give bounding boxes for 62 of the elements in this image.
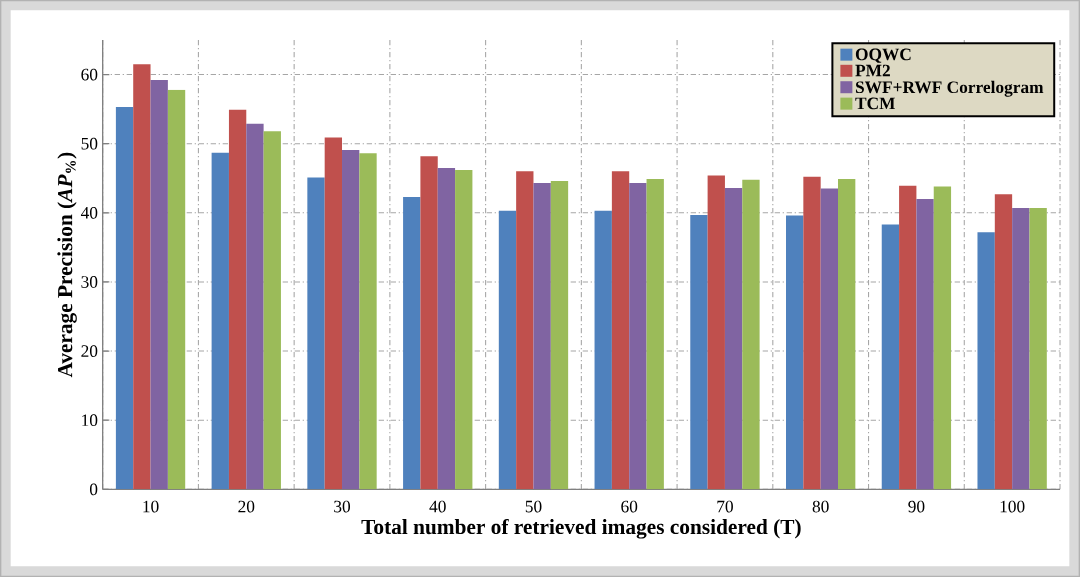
x-tick-label: 40 [429, 500, 446, 513]
bar [629, 183, 647, 490]
bar [167, 89, 186, 490]
bar [994, 194, 1013, 490]
x-tick-label: 20 [238, 500, 255, 513]
legend-label: TCM [855, 97, 895, 110]
bar [263, 131, 281, 490]
y-tick-label: 10 [82, 414, 98, 427]
bar [916, 198, 934, 490]
x-tick-label: 90 [908, 500, 925, 513]
bar [498, 210, 517, 490]
y-tick-label: 40 [80, 206, 98, 219]
y-tick-label: 20 [81, 345, 98, 357]
bar [533, 183, 551, 490]
bar [611, 171, 630, 490]
bar [820, 188, 839, 490]
legend-label: OQWC [855, 48, 911, 63]
y-tick-label: 30 [81, 276, 98, 288]
x-tick-label: 50 [525, 500, 542, 513]
bar [707, 175, 725, 490]
bar [359, 153, 377, 490]
bar [342, 149, 360, 490]
legend-label: SWF+RWF Correlogram [855, 80, 1044, 97]
bar [899, 185, 917, 490]
bar [838, 178, 856, 490]
bar [550, 181, 569, 490]
legend-label: PM2 [855, 64, 890, 77]
x-tick-label: 80 [812, 500, 829, 513]
bar [455, 169, 473, 490]
bar [211, 152, 229, 490]
x-tick-label: 30 [334, 500, 351, 513]
bar [803, 176, 821, 490]
bar [516, 171, 534, 490]
bar [690, 214, 708, 490]
bar [403, 196, 421, 490]
bar [1029, 207, 1047, 490]
bar [150, 80, 168, 490]
bar [786, 215, 804, 490]
bar [1012, 207, 1030, 490]
bar [228, 109, 247, 490]
bar [933, 186, 952, 490]
bar [115, 107, 134, 490]
bar [594, 210, 612, 490]
bar [133, 64, 151, 490]
x-tick-label: 70 [717, 500, 733, 513]
bar [307, 177, 325, 490]
bar [646, 178, 664, 490]
bar [246, 123, 264, 490]
x-tick-label: 60 [621, 500, 638, 513]
bar [881, 224, 900, 490]
y-tick-label: 60 [81, 68, 98, 81]
y-tick-label: 0 [89, 483, 98, 496]
y-tick-label: 50 [81, 137, 98, 150]
bar [742, 179, 760, 490]
bar [324, 137, 343, 490]
x-tick-label: 100 [1000, 500, 1025, 513]
bar [437, 167, 456, 490]
bar [724, 187, 743, 490]
bar [420, 156, 438, 490]
x-axis-title: Total number of retrieved images considered (T) [361, 518, 801, 539]
bar [977, 232, 995, 490]
x-tick-label: 10 [143, 500, 159, 513]
